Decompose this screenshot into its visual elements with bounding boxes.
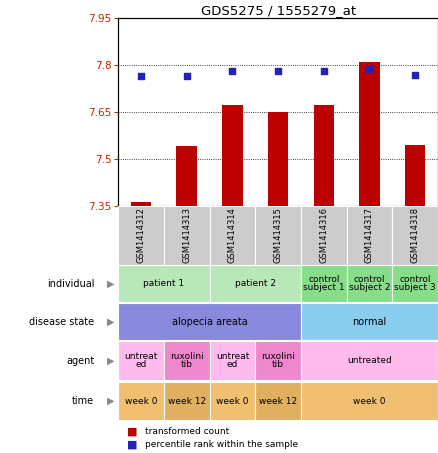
- Point: [138, 73, 145, 80]
- Text: GSM1414314: GSM1414314: [228, 207, 237, 263]
- Text: week 12: week 12: [168, 397, 206, 405]
- Point: [229, 67, 236, 74]
- Title: GDS5275 / 1555279_at: GDS5275 / 1555279_at: [201, 4, 356, 17]
- Bar: [131, 202, 152, 206]
- Bar: [255, 382, 301, 420]
- Text: normal: normal: [352, 317, 387, 327]
- Text: ▶: ▶: [106, 317, 114, 327]
- Text: GSM1414317: GSM1414317: [365, 207, 374, 263]
- Text: ruxolini
tib: ruxolini tib: [170, 352, 204, 370]
- Bar: [314, 105, 334, 206]
- Bar: [301, 206, 346, 265]
- Bar: [210, 342, 255, 380]
- Text: week 0: week 0: [353, 397, 386, 405]
- Text: patient 2: patient 2: [235, 279, 276, 288]
- Bar: [210, 206, 255, 265]
- Bar: [118, 206, 164, 265]
- Text: control
subject 3: control subject 3: [394, 275, 436, 292]
- Text: patient 1: patient 1: [143, 279, 184, 288]
- Bar: [164, 342, 210, 380]
- Bar: [392, 206, 438, 265]
- Text: control
subject 2: control subject 2: [349, 275, 390, 292]
- Text: week 0: week 0: [216, 397, 249, 405]
- Bar: [346, 206, 392, 265]
- Text: ruxolini
tib: ruxolini tib: [261, 352, 295, 370]
- Text: untreat
ed: untreat ed: [124, 352, 158, 370]
- Bar: [392, 265, 438, 302]
- Text: individual: individual: [47, 279, 94, 289]
- Bar: [210, 265, 301, 302]
- Text: ■: ■: [127, 440, 138, 450]
- Bar: [118, 342, 164, 380]
- Point: [320, 67, 327, 74]
- Bar: [405, 145, 425, 206]
- Text: transformed count: transformed count: [145, 427, 229, 436]
- Text: time: time: [72, 396, 94, 406]
- Text: percentile rank within the sample: percentile rank within the sample: [145, 440, 298, 449]
- Text: GSM1414316: GSM1414316: [319, 207, 328, 263]
- Text: ▶: ▶: [106, 279, 114, 289]
- Text: week 0: week 0: [125, 397, 157, 405]
- Text: untreat
ed: untreat ed: [216, 352, 249, 370]
- Bar: [301, 382, 438, 420]
- Text: ▶: ▶: [106, 356, 114, 366]
- Bar: [222, 105, 243, 206]
- Bar: [164, 206, 210, 265]
- Text: agent: agent: [66, 356, 94, 366]
- Text: GSM1414313: GSM1414313: [182, 207, 191, 263]
- Text: alopecia areata: alopecia areata: [172, 317, 247, 327]
- Bar: [118, 382, 164, 420]
- Bar: [346, 265, 392, 302]
- Text: disease state: disease state: [29, 317, 94, 327]
- Text: GSM1414315: GSM1414315: [274, 207, 283, 263]
- Bar: [268, 111, 288, 206]
- Text: ▶: ▶: [106, 396, 114, 406]
- Bar: [118, 265, 210, 302]
- Text: control
subject 1: control subject 1: [303, 275, 345, 292]
- Bar: [118, 304, 301, 340]
- Bar: [301, 265, 346, 302]
- Point: [275, 67, 282, 74]
- Bar: [164, 382, 210, 420]
- Text: GSM1414318: GSM1414318: [411, 207, 420, 263]
- Point: [183, 73, 190, 80]
- Text: week 12: week 12: [259, 397, 297, 405]
- Point: [366, 65, 373, 72]
- Bar: [255, 206, 301, 265]
- Bar: [210, 382, 255, 420]
- Bar: [359, 62, 380, 206]
- Text: GSM1414312: GSM1414312: [137, 207, 145, 263]
- Bar: [301, 342, 438, 380]
- Bar: [301, 304, 438, 340]
- Bar: [177, 146, 197, 206]
- Bar: [255, 342, 301, 380]
- Text: ■: ■: [127, 426, 138, 436]
- Text: untreated: untreated: [347, 357, 392, 365]
- Point: [412, 71, 419, 78]
